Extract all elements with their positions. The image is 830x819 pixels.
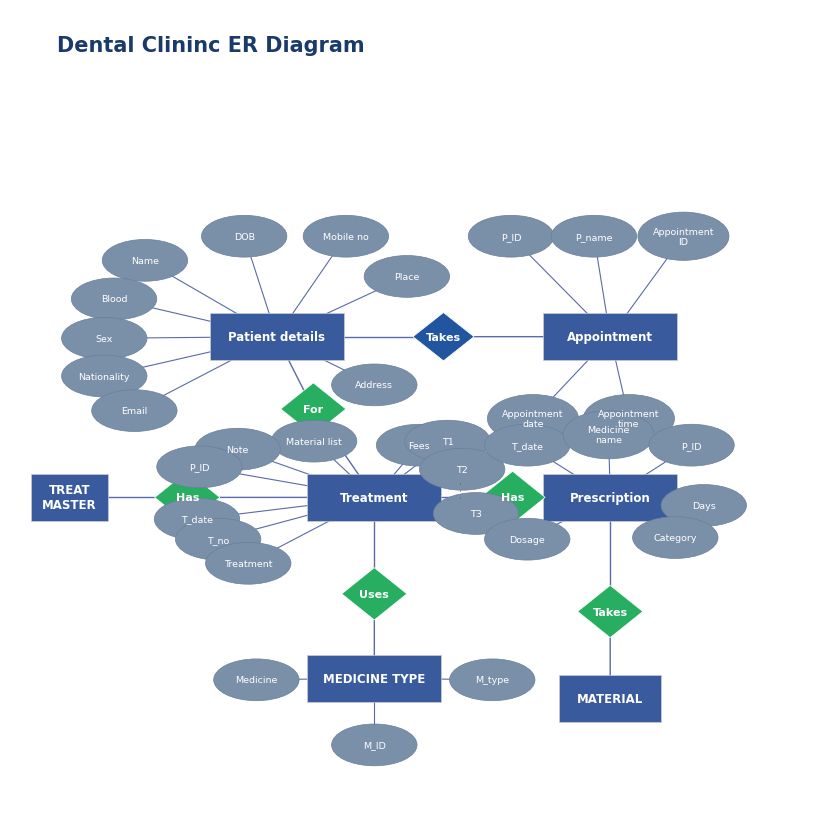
Ellipse shape xyxy=(632,517,718,559)
Ellipse shape xyxy=(433,493,519,535)
Ellipse shape xyxy=(213,659,299,701)
Text: T2: T2 xyxy=(457,465,468,474)
Text: Treatment: Treatment xyxy=(224,559,272,568)
Ellipse shape xyxy=(364,256,450,298)
Text: Nationality: Nationality xyxy=(79,372,130,381)
Ellipse shape xyxy=(195,429,281,470)
Polygon shape xyxy=(413,313,474,361)
Text: P_ID: P_ID xyxy=(681,441,702,450)
Text: Has: Has xyxy=(501,493,525,503)
Ellipse shape xyxy=(91,390,177,432)
Ellipse shape xyxy=(487,395,579,443)
Text: DOB: DOB xyxy=(234,233,255,242)
Ellipse shape xyxy=(419,449,505,491)
Ellipse shape xyxy=(563,411,654,459)
Text: MEDICINE TYPE: MEDICINE TYPE xyxy=(323,672,426,685)
Ellipse shape xyxy=(102,240,188,282)
Text: Medicine
name: Medicine name xyxy=(588,426,630,445)
Text: Takes: Takes xyxy=(426,333,461,342)
Text: For: For xyxy=(303,405,324,414)
Ellipse shape xyxy=(450,659,535,701)
Ellipse shape xyxy=(583,395,675,443)
Text: Days: Days xyxy=(692,501,715,510)
Ellipse shape xyxy=(485,425,570,467)
Text: Appointment: Appointment xyxy=(567,331,653,344)
Polygon shape xyxy=(480,472,545,524)
Text: Appointment
ID: Appointment ID xyxy=(652,227,714,247)
Ellipse shape xyxy=(157,446,242,488)
Ellipse shape xyxy=(61,318,147,360)
Text: Uses: Uses xyxy=(359,589,389,599)
FancyBboxPatch shape xyxy=(307,474,442,521)
Ellipse shape xyxy=(332,724,417,766)
Polygon shape xyxy=(281,383,346,436)
FancyBboxPatch shape xyxy=(210,314,344,360)
Text: Prescription: Prescription xyxy=(570,491,651,505)
Text: Medicine: Medicine xyxy=(235,676,277,685)
Text: MATERIAL: MATERIAL xyxy=(577,692,643,705)
Ellipse shape xyxy=(303,216,388,258)
Ellipse shape xyxy=(376,425,461,467)
FancyBboxPatch shape xyxy=(543,314,677,360)
Text: T_date: T_date xyxy=(511,441,544,450)
Text: M_ID: M_ID xyxy=(363,740,386,749)
Text: Fees: Fees xyxy=(408,441,430,450)
Text: M_type: M_type xyxy=(476,676,510,685)
Text: Name: Name xyxy=(131,256,159,265)
Ellipse shape xyxy=(661,485,746,527)
Ellipse shape xyxy=(61,355,147,397)
Ellipse shape xyxy=(202,216,287,258)
Text: T_no: T_no xyxy=(207,535,229,544)
FancyBboxPatch shape xyxy=(559,675,661,722)
Text: Mobile no: Mobile no xyxy=(323,233,369,242)
Polygon shape xyxy=(342,568,407,620)
Text: TREAT
MASTER: TREAT MASTER xyxy=(42,484,96,512)
Text: Appointment
time: Appointment time xyxy=(598,410,660,429)
Text: Has: Has xyxy=(176,493,199,503)
Ellipse shape xyxy=(271,421,357,463)
Ellipse shape xyxy=(71,278,157,320)
Text: Patient details: Patient details xyxy=(228,331,325,344)
FancyBboxPatch shape xyxy=(307,655,442,702)
Ellipse shape xyxy=(332,364,417,406)
Polygon shape xyxy=(578,586,642,638)
Text: Dosage: Dosage xyxy=(510,535,545,544)
Text: P_ID: P_ID xyxy=(500,233,521,242)
Text: Place: Place xyxy=(394,273,419,282)
Text: Appointment
date: Appointment date xyxy=(502,410,564,429)
Text: · · ·: · · · xyxy=(457,481,467,499)
Ellipse shape xyxy=(551,216,637,258)
Text: Address: Address xyxy=(355,381,393,390)
Ellipse shape xyxy=(405,421,491,463)
Ellipse shape xyxy=(485,518,570,560)
Text: Takes: Takes xyxy=(593,607,627,617)
Text: Sex: Sex xyxy=(95,334,113,343)
Text: P_ID: P_ID xyxy=(189,463,210,472)
FancyBboxPatch shape xyxy=(543,474,677,521)
Text: T_date: T_date xyxy=(181,515,213,524)
Text: Treatment: Treatment xyxy=(340,491,408,505)
Ellipse shape xyxy=(175,518,261,560)
Ellipse shape xyxy=(638,213,729,261)
Text: Material list: Material list xyxy=(286,437,342,446)
Ellipse shape xyxy=(649,425,735,467)
Text: T1: T1 xyxy=(442,437,453,446)
Text: Dental Clininc ER Diagram: Dental Clininc ER Diagram xyxy=(57,36,364,57)
Ellipse shape xyxy=(154,499,240,541)
Text: Email: Email xyxy=(121,406,148,415)
Text: T3: T3 xyxy=(470,509,482,518)
Text: Category: Category xyxy=(653,533,697,542)
Ellipse shape xyxy=(206,543,291,585)
Text: Note: Note xyxy=(227,446,249,454)
Polygon shape xyxy=(154,472,220,524)
FancyBboxPatch shape xyxy=(31,474,108,521)
Text: Blood: Blood xyxy=(100,295,127,304)
Ellipse shape xyxy=(468,216,554,258)
Text: P_name: P_name xyxy=(575,233,613,242)
